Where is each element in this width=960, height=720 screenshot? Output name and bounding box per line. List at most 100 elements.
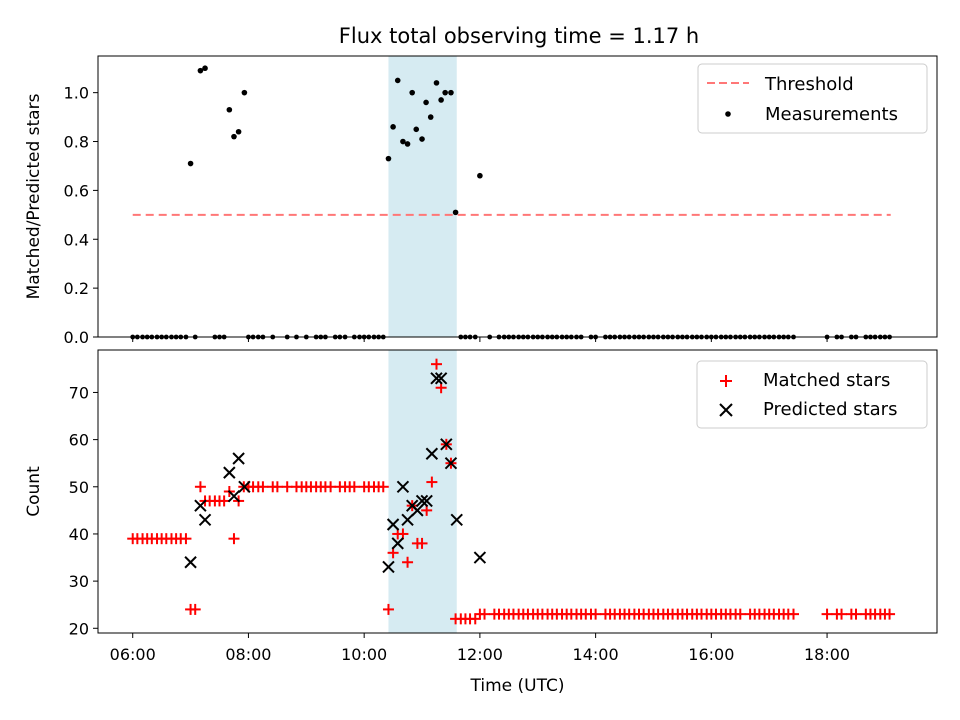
- y-tick-label: 30: [69, 572, 89, 591]
- x-tick-label: 16:00: [688, 645, 734, 664]
- predicted-star-marker: [401, 513, 414, 527]
- matched-star-marker: [180, 533, 192, 545]
- x-tick-label: 12:00: [457, 645, 503, 664]
- matched-star-marker: [257, 481, 269, 493]
- measurement-point: [477, 172, 483, 179]
- predicted-star-marker: [430, 372, 443, 385]
- highlight-span-top: [388, 56, 457, 337]
- x-tick-label: 08:00: [225, 645, 271, 664]
- measurement-point: [187, 160, 194, 167]
- measurement-point: [427, 114, 434, 120]
- matched-star-marker: [271, 481, 283, 493]
- measurement-point: [400, 138, 406, 145]
- predicted-star-marker: [391, 537, 404, 550]
- y-tick-label: 0.8: [64, 133, 89, 152]
- predicted-star-marker: [223, 466, 236, 479]
- predicted-stars-points: [184, 372, 487, 574]
- top-y-ticks: 0.0 0.2 0.4 0.6 0.8 1.0: [64, 84, 98, 347]
- legend-predicted-label: Predicted stars: [763, 399, 897, 420]
- measurement-point: [202, 65, 208, 72]
- measurement-point: [394, 77, 401, 84]
- matched-star-marker: [228, 533, 240, 545]
- measurement-point: [433, 80, 440, 86]
- measurement-point: [419, 136, 425, 142]
- predicted-star-marker: [184, 556, 197, 569]
- measurement-point: [448, 89, 454, 96]
- bottom-legend: Matched stars Predicted stars: [696, 360, 928, 429]
- predicted-star-marker: [194, 499, 207, 512]
- x-axis-label: Time (UTC): [470, 676, 565, 696]
- predicted-star-marker: [238, 480, 251, 493]
- bottom-y-ticks: 20 30 40 50 60 70: [69, 383, 98, 638]
- bottom-y-axis-label: Count: [24, 466, 44, 517]
- matched-star-marker: [377, 481, 389, 493]
- y-tick-label: 20: [69, 619, 89, 638]
- bottom-panel: 20 30 40 50 60 70 06:00 08:00 10:00 12:00 14:00 16…: [24, 349, 938, 696]
- matched-star-marker: [281, 481, 293, 493]
- legend-predicted-swatch: [719, 403, 733, 417]
- x-tick-label: 18:00: [804, 645, 850, 664]
- predicted-star-marker: [425, 447, 439, 460]
- top-panel: 0.0 0.2 0.4 0.6 0.8 1.0 Matched/Predicted sta…: [24, 55, 938, 347]
- matched-star-marker: [325, 481, 337, 493]
- top-legend-box: [697, 63, 928, 134]
- predicted-star-marker: [382, 560, 395, 574]
- matched-star-marker: [348, 481, 360, 493]
- matched-star-marker: [836, 608, 848, 620]
- measurement-point: [442, 89, 448, 96]
- top-y-axis-label: Matched/Predicted stars: [24, 93, 44, 299]
- x-tick-label: 14:00: [573, 645, 619, 664]
- bottom-x-ticks: 06:00 08:00 10:00 12:00 14:00 16:00 18:00: [110, 633, 850, 664]
- measurement-point: [241, 89, 248, 96]
- measurement-point: [385, 155, 392, 162]
- top-legend: Threshold Measurements: [697, 63, 928, 134]
- measurement-point: [226, 106, 233, 113]
- y-tick-label: 50: [69, 478, 89, 497]
- matched-star-marker: [788, 608, 800, 620]
- y-tick-label: 0.2: [64, 279, 89, 298]
- measurement-point: [235, 128, 242, 135]
- predicted-star-marker: [198, 513, 212, 527]
- measurement-point: [413, 126, 420, 133]
- predicted-star-marker: [440, 438, 453, 451]
- predicted-star-marker: [396, 480, 410, 493]
- x-tick-label: 10:00: [341, 645, 387, 664]
- measurement-point: [390, 124, 396, 130]
- matched-stars-points: [127, 358, 896, 625]
- bottom-legend-box: [696, 360, 928, 429]
- highlight-span-bottom: [388, 350, 457, 633]
- predicted-star-marker: [444, 456, 458, 470]
- predicted-star-marker: [415, 494, 429, 508]
- predicted-star-marker: [450, 513, 463, 527]
- legend-threshold-label: Threshold: [764, 74, 854, 95]
- predicted-star-marker: [434, 372, 448, 385]
- y-tick-label: 60: [69, 431, 89, 450]
- measurement-point: [423, 99, 429, 106]
- y-tick-label: 1.0: [64, 84, 89, 103]
- measurement-point: [438, 97, 444, 103]
- legend-matched-label: Matched stars: [763, 370, 890, 391]
- legend-measurements-swatch: [725, 111, 731, 117]
- measurement-point: [452, 209, 459, 216]
- predicted-star-marker: [227, 490, 241, 503]
- matched-star-marker: [479, 608, 491, 620]
- matched-star-marker: [416, 537, 428, 549]
- measurement-point: [197, 67, 204, 74]
- matched-star-marker: [402, 556, 414, 568]
- matched-star-marker: [426, 476, 438, 488]
- chart-title: Flux total observing time = 1.17 h: [339, 24, 699, 48]
- top-axes-frame: [97, 55, 938, 338]
- measurement-point: [231, 133, 237, 140]
- y-tick-label: 0.6: [64, 181, 89, 200]
- y-tick-label: 0.0: [64, 328, 89, 347]
- legend-matched-swatch: [720, 375, 732, 387]
- matched-star-marker: [189, 603, 201, 615]
- matched-star-marker: [382, 603, 394, 615]
- measurement-point: [404, 141, 411, 147]
- matched-star-marker: [218, 495, 230, 507]
- matched-star-marker: [590, 608, 602, 620]
- y-tick-label: 70: [69, 383, 89, 402]
- x-tick-label: 06:00: [110, 645, 156, 664]
- matched-star-marker: [430, 358, 442, 370]
